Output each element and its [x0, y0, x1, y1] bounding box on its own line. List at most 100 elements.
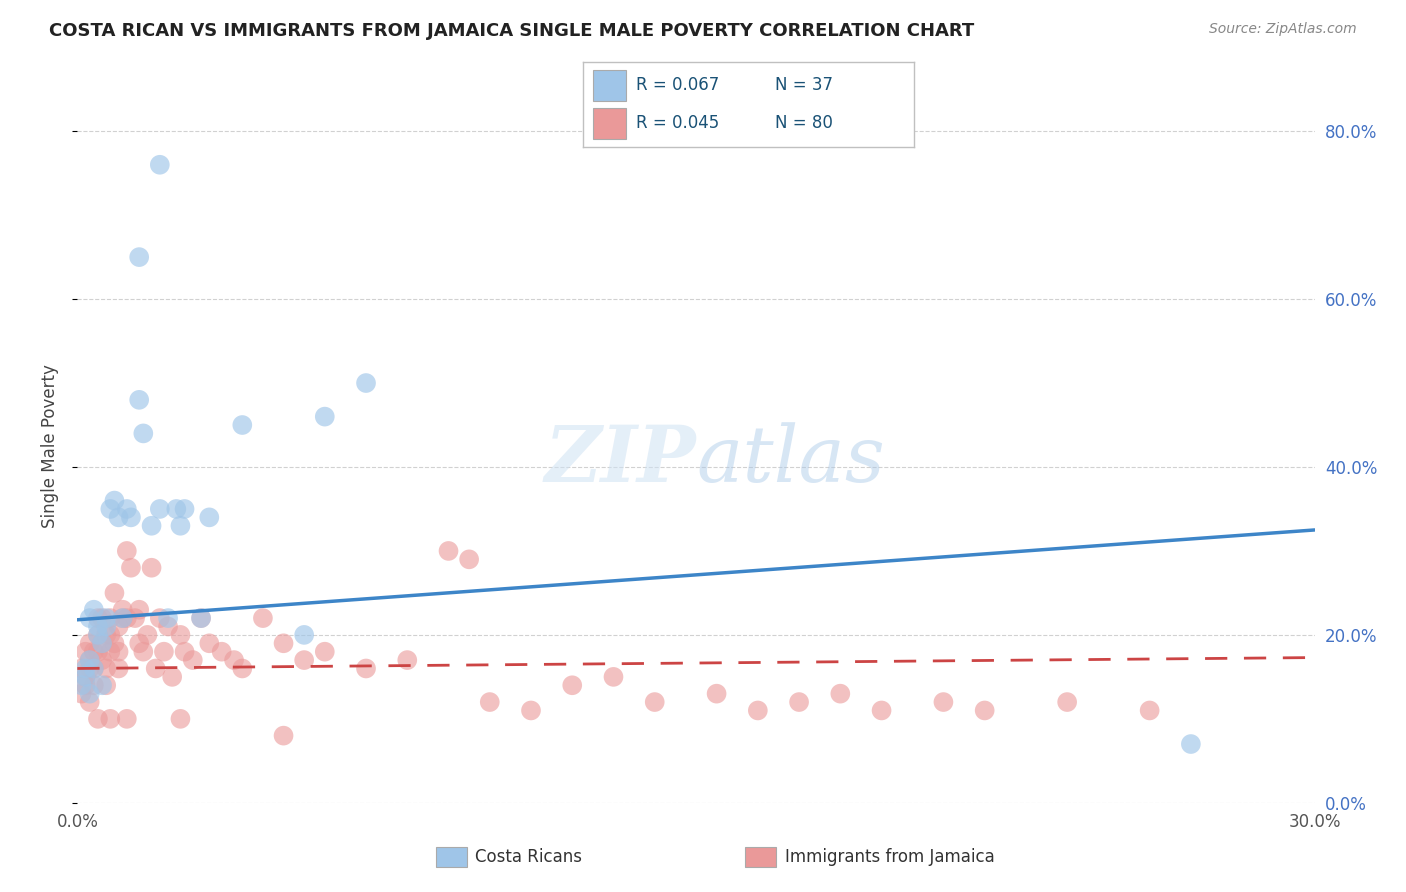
Point	[96, 661, 118, 675]
Point	[70, 661, 93, 675]
Point	[149, 502, 172, 516]
Point	[830, 687, 852, 701]
Point	[145, 661, 167, 675]
Point	[124, 611, 146, 625]
Text: N = 80: N = 80	[775, 114, 832, 132]
Point	[111, 611, 134, 625]
Point	[115, 712, 138, 726]
Text: ZIP: ZIP	[544, 422, 696, 499]
Point	[87, 712, 110, 726]
Point	[70, 678, 93, 692]
Point	[198, 636, 221, 650]
Point	[314, 409, 336, 424]
Point	[561, 678, 583, 692]
Point	[115, 502, 138, 516]
Text: atlas: atlas	[696, 422, 884, 499]
Point	[75, 670, 97, 684]
Point	[75, 678, 97, 692]
Point	[141, 560, 163, 574]
Point	[79, 611, 101, 625]
Point	[132, 645, 155, 659]
Point	[157, 619, 180, 633]
Point	[1180, 737, 1202, 751]
Point	[111, 603, 134, 617]
Point	[458, 552, 481, 566]
Point	[83, 603, 105, 617]
Point	[83, 678, 105, 692]
Point	[252, 611, 274, 625]
Point	[91, 678, 114, 692]
Point	[973, 703, 995, 717]
Point	[87, 628, 110, 642]
Point	[231, 417, 253, 432]
Point	[478, 695, 501, 709]
Point	[292, 653, 315, 667]
Point	[111, 611, 134, 625]
Point	[79, 653, 101, 667]
Point	[136, 628, 159, 642]
Point	[75, 645, 97, 659]
Point	[98, 628, 121, 642]
Point	[181, 653, 204, 667]
Text: R = 0.067: R = 0.067	[637, 77, 720, 95]
Text: COSTA RICAN VS IMMIGRANTS FROM JAMAICA SINGLE MALE POVERTY CORRELATION CHART: COSTA RICAN VS IMMIGRANTS FROM JAMAICA S…	[49, 22, 974, 40]
Text: Source: ZipAtlas.com: Source: ZipAtlas.com	[1209, 22, 1357, 37]
Point	[107, 510, 129, 524]
Point	[520, 703, 543, 717]
Point	[273, 729, 295, 743]
Point	[103, 636, 125, 650]
Point	[396, 653, 419, 667]
Point	[96, 678, 118, 692]
Point	[103, 493, 125, 508]
Point	[354, 661, 377, 675]
Point	[87, 611, 110, 625]
Point	[190, 611, 212, 625]
Text: R = 0.045: R = 0.045	[637, 114, 720, 132]
Text: N = 37: N = 37	[775, 77, 834, 95]
Point	[91, 636, 114, 650]
Point	[1056, 695, 1078, 709]
Point	[165, 502, 187, 516]
Point	[107, 645, 129, 659]
Point	[83, 661, 105, 675]
Point	[70, 687, 93, 701]
Bar	[593, 108, 627, 139]
Point	[190, 611, 212, 625]
Point	[75, 661, 97, 675]
Point	[79, 687, 101, 701]
Point	[87, 619, 110, 633]
Point	[96, 611, 118, 625]
Text: Immigrants from Jamaica: Immigrants from Jamaica	[785, 848, 994, 866]
Point	[120, 560, 142, 574]
Point	[115, 611, 138, 625]
Point	[103, 586, 125, 600]
Point	[157, 611, 180, 625]
Point	[128, 603, 150, 617]
Point	[932, 695, 955, 709]
Point	[91, 653, 114, 667]
Point	[83, 645, 105, 659]
Point	[169, 712, 191, 726]
Point	[87, 628, 110, 642]
Point	[120, 510, 142, 524]
Point	[79, 653, 101, 667]
Point	[96, 619, 118, 633]
Point	[79, 661, 101, 675]
Point	[602, 670, 624, 684]
Point	[115, 544, 138, 558]
Point	[169, 518, 191, 533]
Point	[314, 645, 336, 659]
Point	[87, 645, 110, 659]
Point	[160, 670, 183, 684]
Point	[153, 645, 176, 659]
Point	[173, 502, 195, 516]
Point	[91, 636, 114, 650]
Point	[169, 628, 191, 642]
Point	[747, 703, 769, 717]
Point	[79, 636, 101, 650]
Point	[98, 645, 121, 659]
Point	[79, 695, 101, 709]
Point	[273, 636, 295, 650]
Point	[75, 670, 97, 684]
Point	[128, 392, 150, 407]
